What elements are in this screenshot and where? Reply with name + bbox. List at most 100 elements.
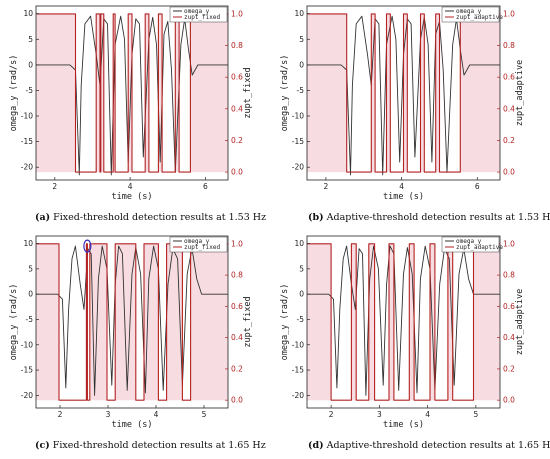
y-left-tick-label: 5 (299, 35, 304, 44)
y-right-tick-label: 0.4 (503, 333, 515, 342)
y-left-tick-label: -10 (21, 340, 33, 349)
legend-label: omega_y (456, 238, 482, 245)
y-left-tick-label: 0 (28, 60, 33, 69)
x-tick-label: 3 (377, 410, 382, 419)
panel-b: 2 4 6 10 5 0 -5 -10 -15 -20 1.0 0.8 0.6 0.4 0.2 0.0 time… (280, 5, 525, 202)
y-right-tick-label: 0.4 (231, 333, 243, 342)
legend-label: zupt_adaptive (456, 14, 503, 21)
x-axis-label: time (s) (112, 420, 153, 430)
series-line-zupt (36, 13, 228, 173)
series-line-zupt (307, 243, 500, 401)
y-right-tick-label: 1.0 (231, 9, 243, 18)
y-left-tick-label: 10 (23, 9, 33, 18)
y-right-tick-label: 1.0 (503, 239, 515, 248)
y-left-tick-label: 5 (299, 264, 304, 273)
y-left-tick-label: 0 (299, 290, 304, 299)
series-line-zupt (307, 13, 500, 173)
y-right-tick-label: 0.2 (231, 136, 243, 145)
y-right-tick-label: 0.2 (503, 136, 515, 145)
legend-label: omega_y (184, 8, 210, 15)
zupt-shading (36, 243, 228, 401)
y-right-tick-label: 0.0 (503, 168, 515, 177)
series-line-omega (36, 245, 228, 396)
y-left-tick-label: -20 (292, 163, 304, 172)
x-tick-label: 5 (202, 410, 207, 419)
y-right-axis-label: zupt_adaptive (515, 289, 525, 356)
y-left-tick-label: -15 (21, 137, 33, 146)
caption-b: (b) Adaptive-threshold detection results… (308, 212, 550, 223)
y-left-axis-label: omega_y (rad/s) (9, 284, 19, 361)
y-right-axis-label: zupt_fixed (243, 67, 253, 118)
y-left-tick-label: 10 (294, 239, 304, 248)
x-axis-label: time (s) (383, 420, 424, 430)
y-left-axis-label: omega_y (rad/s) (9, 55, 19, 132)
y-left-tick-label: 10 (294, 9, 304, 18)
panel-c: 2 3 4 5 10 5 0 -5 -10 -15 -20 1.0 0.8 0.6 0.4 0.2 0.0 tim… (9, 235, 253, 430)
y-left-tick-label: 0 (299, 60, 304, 69)
y-left-tick-label: 0 (28, 290, 33, 299)
legend-box (441, 6, 500, 23)
y-left-tick-label: -5 (297, 315, 305, 324)
plot-frame (35, 5, 229, 181)
y-right-tick-label: 0.8 (503, 271, 515, 280)
y-right-tick-label: 0.6 (231, 73, 243, 82)
y-left-tick-label: 10 (23, 239, 33, 248)
plot-frame (306, 5, 501, 181)
x-tick-label: 2 (324, 182, 329, 191)
y-left-tick-label: -10 (21, 112, 33, 121)
y-right-tick-label: 0.4 (503, 104, 515, 113)
y-left-tick-label: -5 (297, 86, 305, 95)
caption-a: (a) Fixed-threshold detection results at… (35, 212, 266, 223)
y-left-tick-label: -5 (26, 86, 34, 95)
y-right-tick-label: 0.0 (503, 396, 515, 405)
y-left-tick-label: -20 (292, 391, 304, 400)
x-axis-label: time (s) (112, 192, 153, 202)
y-right-tick-label: 0.4 (231, 104, 243, 113)
x-tick-label: 4 (425, 410, 430, 419)
y-left-tick-label: -10 (292, 340, 304, 349)
y-right-tick-label: 0.0 (231, 168, 243, 177)
y-left-axis-label: omega_y (rad/s) (280, 284, 290, 361)
y-left-tick-label: -15 (21, 366, 33, 375)
y-right-tick-label: 1.0 (503, 9, 515, 18)
legend-box (169, 6, 228, 23)
y-left-tick-label: -15 (292, 366, 304, 375)
series-line-omega (36, 15, 228, 176)
x-tick-label: 4 (128, 182, 133, 191)
legend-label: zupt_adaptive (456, 244, 503, 251)
panel-d: 2 3 4 5 10 5 0 -5 -10 -15 -20 1.0 0.8 0.6 0.4 0.2 0.0 tim… (280, 235, 525, 430)
y-right-axis-label: zupt_adaptive (515, 60, 525, 127)
y-right-tick-label: 0.6 (231, 302, 243, 311)
caption-c: (c) Fixed-threshold detection results at… (35, 440, 266, 451)
y-right-tick-label: 1.0 (231, 239, 243, 248)
y-left-tick-label: -5 (26, 315, 34, 324)
x-tick-label: 4 (399, 182, 404, 191)
x-tick-label: 2 (329, 410, 334, 419)
series-line-zupt (36, 243, 228, 401)
series-line-omega (307, 15, 500, 176)
y-right-tick-label: 0.6 (503, 302, 515, 311)
y-right-tick-label: 0.8 (231, 41, 243, 50)
y-left-axis-label: omega_y (rad/s) (280, 55, 290, 132)
series-line-omega (307, 245, 500, 396)
y-right-tick-label: 0.6 (503, 73, 515, 82)
x-tick-label: 5 (473, 410, 478, 419)
x-tick-label: 6 (475, 182, 480, 191)
legend-box (441, 236, 500, 253)
legend-label: zupt_fixed (184, 244, 221, 251)
x-tick-label: 6 (203, 182, 208, 191)
plot-frame (35, 235, 229, 409)
legend-label: zupt_fixed (184, 14, 221, 21)
y-right-tick-label: 0.2 (231, 364, 243, 373)
legend-box (169, 236, 228, 253)
y-left-tick-label: -20 (21, 163, 33, 172)
panel-a: 2 4 6 10 5 0 -5 -10 -15 -20 1.0 0.8 0.6 0.4 0.2 0.0 time… (9, 5, 253, 202)
y-right-tick-label: 0.8 (503, 41, 515, 50)
legend-label: omega_y (456, 8, 482, 15)
y-right-tick-label: 0.8 (231, 271, 243, 280)
